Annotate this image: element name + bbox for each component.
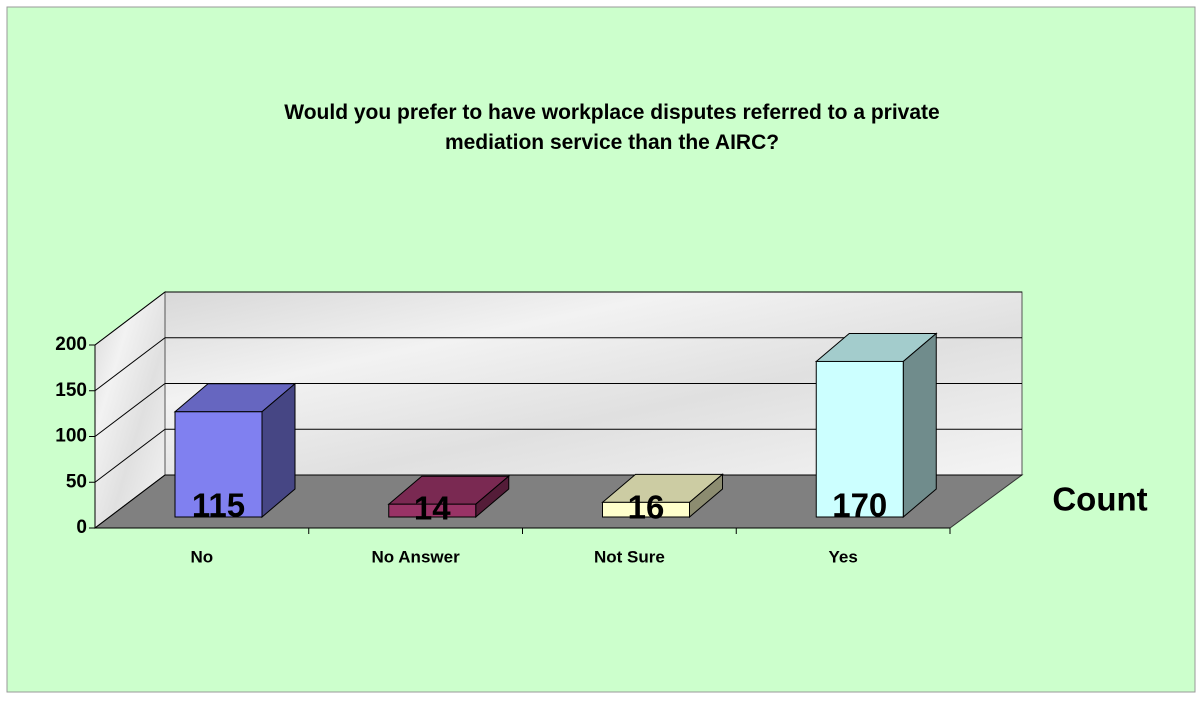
bar-side bbox=[902, 332, 937, 519]
y-tick-label: 100 bbox=[55, 426, 87, 447]
plot: 0 50 100 150 200 No 115 No Answer 14 Not Sure 16 Ye… bbox=[55, 290, 1148, 566]
y-tick-label: 50 bbox=[66, 471, 87, 492]
y-tick-label: 150 bbox=[55, 380, 87, 401]
x-tick-label: Yes bbox=[828, 547, 857, 566]
data-label: 14 bbox=[414, 489, 451, 526]
x-tick-label: No Answer bbox=[372, 547, 461, 566]
bar bbox=[601, 473, 724, 519]
grid-line bbox=[94, 383, 166, 437]
data-label: 115 bbox=[192, 487, 245, 524]
x-tick-label: No bbox=[191, 547, 214, 566]
bar-front bbox=[174, 411, 263, 518]
y-tick-label: 0 bbox=[76, 517, 87, 538]
bar bbox=[173, 382, 297, 519]
data-label: 16 bbox=[628, 488, 665, 525]
bar-front bbox=[815, 360, 904, 518]
data-label: 170 bbox=[832, 487, 887, 524]
chart-title: Would you prefer to have workplace dispu… bbox=[284, 101, 939, 154]
bar-front bbox=[602, 501, 690, 518]
bar bbox=[814, 332, 938, 519]
bar-front bbox=[388, 503, 477, 518]
y-tick-label: 200 bbox=[55, 334, 87, 355]
grid-line bbox=[94, 474, 166, 529]
grid-line bbox=[94, 291, 166, 346]
grid-line bbox=[94, 337, 166, 392]
legend-label: Count bbox=[1052, 481, 1147, 518]
x-tick-label: Not Sure bbox=[594, 547, 665, 566]
bar bbox=[387, 475, 511, 519]
grid-line bbox=[94, 428, 166, 483]
